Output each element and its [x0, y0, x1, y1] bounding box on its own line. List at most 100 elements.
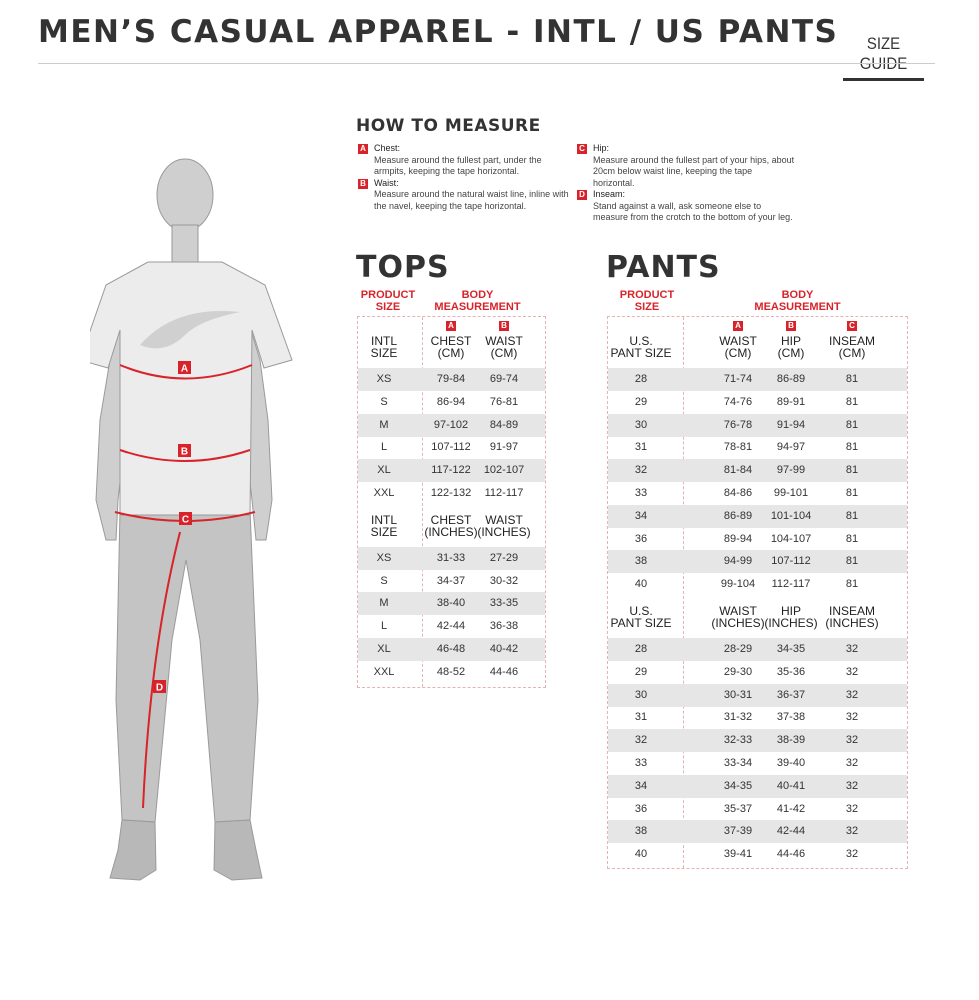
- letter-badge: A: [733, 321, 743, 331]
- table-row: 34 34-35 40-41 32: [608, 774, 907, 798]
- table-cell: 91-94: [776, 418, 806, 431]
- table-row: S 34-37 30-32: [358, 570, 545, 593]
- table-cell: 29: [634, 395, 648, 408]
- inseam-measure-line: [142, 531, 181, 809]
- table-cell: S: [380, 574, 388, 587]
- table-cell: 33-35: [489, 597, 519, 610]
- letter-badge: C: [577, 144, 587, 154]
- table-cell: 76-78: [723, 418, 753, 431]
- measure-column-left: A Chest: Measure around the fullest part, …: [357, 143, 572, 212]
- table-row: 29 74-76 89-91 81: [608, 391, 907, 414]
- table-cell: 81-84: [723, 464, 753, 477]
- table-row: 36 35-37 41-42 32: [608, 798, 907, 821]
- column-header: INTL SIZE: [370, 512, 398, 539]
- table-cell: 34: [634, 509, 648, 522]
- measure-label: Chest:: [374, 143, 401, 153]
- letter-badge: A: [358, 144, 368, 154]
- table-cell: 44-46: [776, 848, 806, 861]
- table-cell: 39-40: [776, 757, 806, 769]
- table-row: 38 94-99 107-112 81: [608, 550, 907, 574]
- table-cell: 122-132: [430, 487, 472, 499]
- table-cell: 41-42: [776, 802, 806, 815]
- pants-product-size-heading: PRODUCT SIZE: [619, 289, 675, 313]
- table-cell: 81: [845, 578, 859, 591]
- table-row: XL 46-48 40-42: [358, 638, 545, 661]
- table-cell: 74-76: [723, 395, 753, 408]
- table-cell: 32: [845, 688, 859, 701]
- letter-badge: B: [786, 321, 796, 331]
- table-row: 33 84-86 99-101 81: [608, 482, 907, 505]
- table-row: XS 31-33 27-29: [358, 546, 545, 570]
- column-divider: [683, 317, 684, 868]
- table-row: 32 81-84 97-99 81: [608, 459, 907, 483]
- table-row: 32 32-33 38-39 32: [608, 729, 907, 753]
- column-header: CHEST (INCHES): [424, 512, 478, 539]
- table-cell: 32: [845, 665, 859, 678]
- table-row: XXL 48-52 44-46: [358, 661, 545, 684]
- table-row: 31 78-81 94-97 81: [608, 436, 907, 459]
- table-cell: 48-52: [436, 665, 466, 678]
- table-cell: 86-89: [776, 373, 806, 385]
- table-cell: 32: [634, 464, 648, 477]
- table-cell: 32: [845, 711, 859, 724]
- measure-label: Waist:: [374, 177, 399, 188]
- letter-badge: C: [847, 321, 857, 331]
- pants-title: PANTS: [606, 250, 721, 285]
- tops-title: TOPS: [356, 250, 450, 285]
- measure-label: Hip:: [593, 143, 610, 153]
- table-row: 38 37-39 42-44 32: [608, 820, 907, 844]
- table-cell: 28-29: [723, 643, 753, 655]
- table-cell: 36-37: [776, 688, 806, 701]
- table-row: 33 33-34 39-40 32: [608, 752, 907, 775]
- tops-table: INTL SIZE A CHEST (CM) B WAIST (CM) XS 79-84 69…: [357, 316, 546, 688]
- table-cell: 30-31: [723, 688, 753, 701]
- table-cell: 42-44: [776, 825, 806, 838]
- table-cell: 86-89: [723, 509, 753, 522]
- table-row: 30 30-31 36-37 32: [608, 683, 907, 707]
- table-cell: 32: [845, 802, 859, 815]
- table-cell: 29: [634, 665, 648, 678]
- measure-item-hip: C Hip: Measure around the fullest part of …: [576, 143, 796, 189]
- neck: [171, 224, 199, 266]
- table-cell: XL: [377, 464, 391, 477]
- table-cell: 84-86: [723, 487, 753, 499]
- measure-label: Inseam:: [593, 189, 626, 199]
- column-header: INSEAM (CM): [828, 334, 876, 360]
- table-cell: 81: [845, 464, 859, 477]
- page-title: MEN’S CASUAL APPAREL - INTL / US PANTS: [38, 14, 839, 50]
- column-header: HIP (INCHES): [764, 604, 818, 630]
- column-header: WAIST (INCHES): [477, 512, 531, 539]
- table-cell: 35-37: [723, 802, 753, 815]
- marker-b: B: [181, 447, 188, 458]
- table-cell: 33: [634, 487, 648, 499]
- table-cell: 81: [845, 441, 859, 454]
- table-cell: 31: [634, 711, 648, 724]
- body-figure-illustration: A B C D: [90, 158, 293, 881]
- table-cell: 94-97: [776, 441, 806, 454]
- measure-item-waist: B Waist: Measure around the natural waist …: [357, 178, 572, 213]
- chest-measure-line: [119, 364, 253, 380]
- table-cell: XXL: [373, 665, 395, 678]
- table-cell: 117-122: [431, 464, 471, 477]
- table-cell: 81: [845, 373, 859, 385]
- table-cell: 86-94: [436, 395, 466, 408]
- table-cell: 36: [634, 802, 648, 815]
- pants: [115, 509, 259, 823]
- table-cell: 81: [845, 487, 859, 499]
- tops-body-measurement-heading: BODY MEASUREMENT: [434, 289, 521, 313]
- table-cell: 31-33: [436, 551, 466, 564]
- table-row: 40 39-41 44-46 32: [608, 843, 907, 866]
- column-header: U.S. PANT SIZE: [610, 334, 672, 360]
- column-header: HIP (CM): [777, 334, 805, 360]
- table-cell: 94-99: [723, 555, 753, 568]
- head: [156, 158, 214, 232]
- table-cell: 31-32: [723, 711, 753, 724]
- measure-text: Measure around the fullest part, under t…: [374, 154, 542, 177]
- table-cell: 27-29: [489, 551, 519, 564]
- marker-c: C: [182, 515, 189, 526]
- table-row: 29 29-30 35-36 32: [608, 661, 907, 684]
- table-cell: 38-40: [436, 597, 466, 610]
- column-header: INTL SIZE: [370, 334, 398, 360]
- table-cell: 42-44: [436, 620, 466, 633]
